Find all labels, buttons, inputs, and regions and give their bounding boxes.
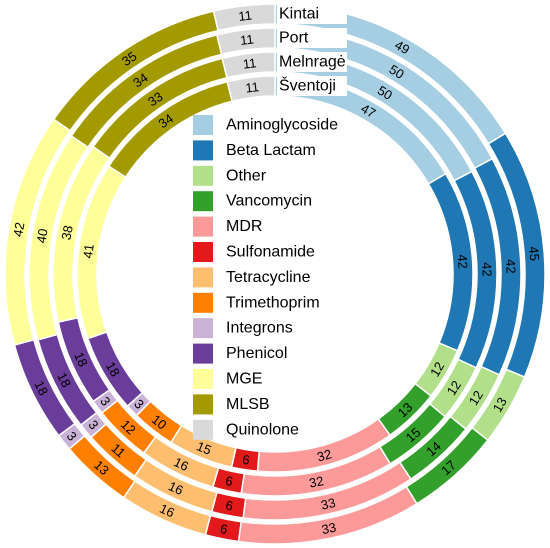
segment-label: 18 xyxy=(103,359,123,379)
segment-label: 6 xyxy=(241,452,250,468)
segment-label: 12 xyxy=(466,388,486,408)
legend-label: MGE xyxy=(226,371,262,388)
segment-label: 50 xyxy=(387,62,407,82)
ring-name: Melnragė xyxy=(279,54,346,71)
segment-label: 12 xyxy=(444,378,464,398)
segment-label: 12 xyxy=(427,359,447,379)
segment-label: 33 xyxy=(320,520,337,538)
legend-label: Beta Lactam xyxy=(226,142,316,159)
legend-swatch xyxy=(193,369,213,389)
segment-label: 16 xyxy=(171,454,191,474)
ring-segment xyxy=(221,51,276,79)
ring-segment xyxy=(216,27,276,56)
ring-name: Port xyxy=(279,30,309,47)
legend-label: Quinolone xyxy=(226,421,299,438)
segment-label: 42 xyxy=(10,221,27,238)
segment-label: 32 xyxy=(308,473,325,491)
ring-name-bg xyxy=(277,28,347,48)
ring-segment xyxy=(226,75,276,103)
segment-label: 41 xyxy=(80,243,97,259)
segment-label: 42 xyxy=(455,254,471,269)
legend-swatch xyxy=(193,242,213,262)
ring-name-bg xyxy=(277,76,347,96)
legend-label: Sulfonamide xyxy=(226,244,315,261)
segment-label: 34 xyxy=(130,70,150,91)
legend-swatch xyxy=(193,318,213,339)
ring-name: Kintai xyxy=(279,6,319,23)
segment-label: 6 xyxy=(219,521,229,537)
segment-label: 49 xyxy=(392,37,412,57)
segment-label: 11 xyxy=(242,55,257,72)
segment-label: 16 xyxy=(157,501,176,521)
legend-swatch xyxy=(193,267,213,288)
ring-name-bg xyxy=(277,4,347,24)
segment-label: 18 xyxy=(31,378,51,398)
segment-label: 11 xyxy=(239,31,254,47)
legend-label: Phenicol xyxy=(226,345,287,362)
segment-label: 40 xyxy=(34,227,51,244)
segment-label: 42 xyxy=(479,262,494,277)
segment-label: 47 xyxy=(358,101,378,121)
segment-label: 13 xyxy=(490,395,510,415)
segment-label: 6 xyxy=(224,473,234,489)
segment-label: 11 xyxy=(238,7,253,23)
legend-swatch xyxy=(193,292,213,313)
segment-label: 38 xyxy=(58,224,76,241)
segment-label: 33 xyxy=(319,495,336,513)
segment-label: 6 xyxy=(224,497,234,513)
segment-label: 15 xyxy=(194,438,213,457)
legend-swatch xyxy=(193,191,213,212)
legend-label: Vancomycin xyxy=(226,193,312,210)
ring-name: Šventoji xyxy=(279,76,336,95)
segment-label: 18 xyxy=(54,370,74,390)
legend-swatch xyxy=(193,419,213,440)
segment-label: 50 xyxy=(375,83,395,103)
ring-segment xyxy=(212,3,276,32)
legend-label: Tetracycline xyxy=(226,269,311,286)
segment-label: 34 xyxy=(156,111,176,132)
legend-label: Trimethoprim xyxy=(226,294,320,311)
segment-label: 33 xyxy=(145,89,165,110)
segment-label: 11 xyxy=(245,79,260,96)
legend-label: Aminoglycoside xyxy=(226,117,338,134)
segment-label: 45 xyxy=(526,246,542,262)
segment-label: 16 xyxy=(166,478,185,498)
segment-label: 32 xyxy=(315,446,333,464)
legend-swatch xyxy=(193,140,213,161)
ring-name-bg xyxy=(277,52,347,72)
legend-label: MLSB xyxy=(226,396,270,413)
legend-swatch xyxy=(193,394,213,415)
legend-swatch xyxy=(193,343,213,364)
legend-label: Other xyxy=(226,167,267,184)
legend-swatch xyxy=(193,165,213,186)
legend-label: MDR xyxy=(226,218,262,235)
segment-label: 18 xyxy=(71,350,91,369)
legend-swatch xyxy=(193,115,213,135)
segment-label: 35 xyxy=(119,48,139,69)
legend-swatch xyxy=(193,216,213,237)
legend-label: Integrons xyxy=(226,320,293,337)
segment-label: 42 xyxy=(503,259,518,274)
